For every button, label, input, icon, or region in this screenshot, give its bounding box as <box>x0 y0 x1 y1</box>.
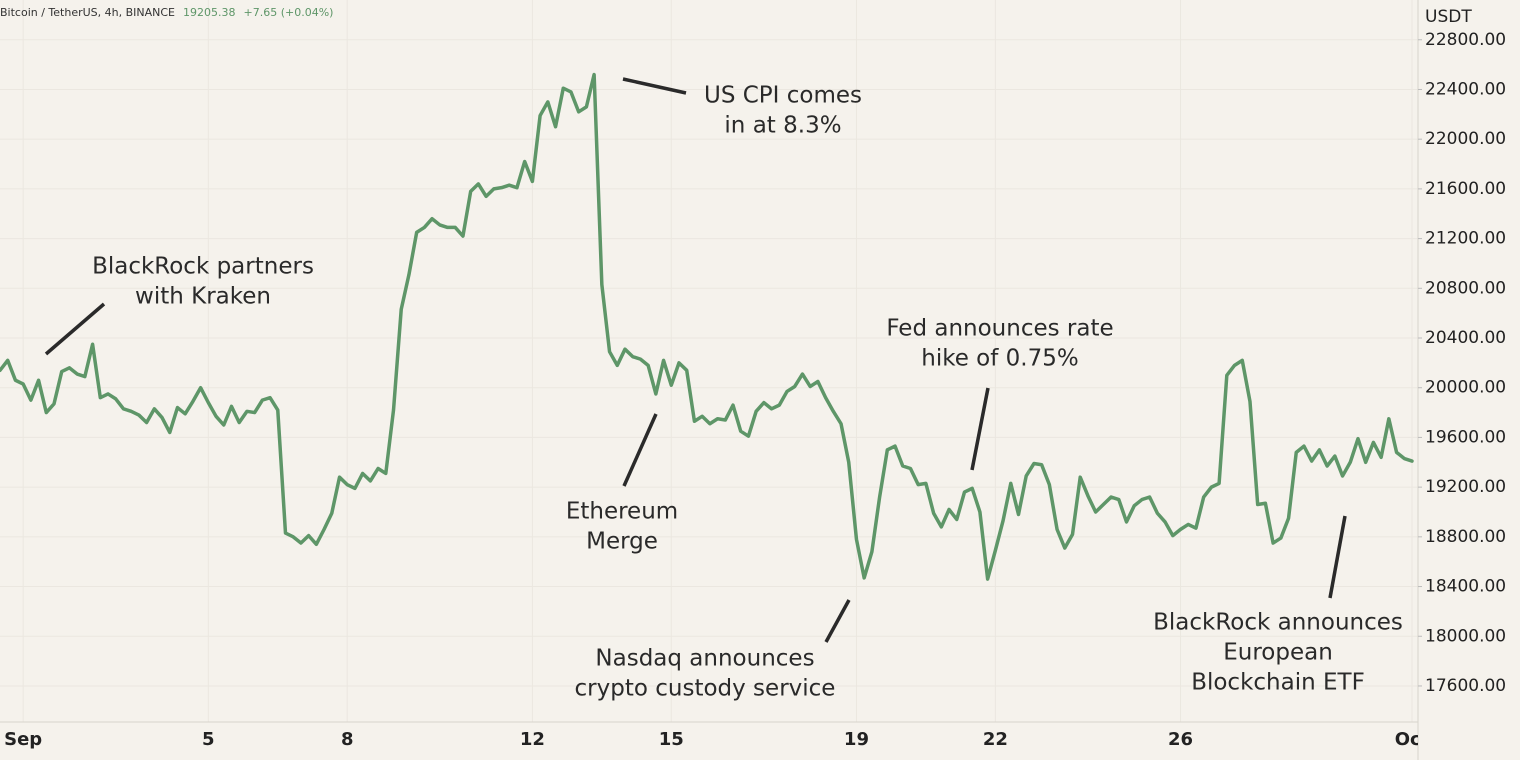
last-price: 19205.38 <box>183 6 236 19</box>
y-tick-label: 22400.00 <box>1425 79 1506 99</box>
y-tick-label: 22000.00 <box>1425 129 1506 149</box>
plot-area <box>0 72 1414 581</box>
annotation-text: hike of 0.75% <box>921 346 1078 372</box>
y-tick-label: 19600.00 <box>1425 427 1506 447</box>
y-tick-label: 19200.00 <box>1425 477 1506 497</box>
annotations: BlackRock partners with Kraken US CPI come… <box>44 77 1403 702</box>
x-tick-label: Oct <box>1395 729 1430 750</box>
annotation-text: crypto custody service <box>575 676 836 702</box>
y-axis: 17600.00 18000.00 18400.00 18800.00 19200.00… <box>1418 30 1506 696</box>
x-tick-label: 15 <box>659 729 684 750</box>
annotation-leader <box>622 413 658 487</box>
annotation-text: in at 8.3% <box>724 113 841 139</box>
symbol-title: Bitcoin / TetherUS, 4h, BINANCE <box>0 6 175 19</box>
y-axis-unit: USDT <box>1425 7 1472 27</box>
annotation-leader <box>824 599 851 643</box>
y-tick-label: 20400.00 <box>1425 328 1506 348</box>
y-tick-label: 18000.00 <box>1425 626 1506 646</box>
y-tick-label: 21200.00 <box>1425 229 1506 249</box>
annotation-leader <box>1328 515 1347 599</box>
x-tick-label: 12 <box>520 729 545 750</box>
y-tick-label: 17600.00 <box>1425 676 1506 696</box>
x-tick-label: 26 <box>1168 729 1193 750</box>
annotation-text: Nasdaq announces <box>595 646 814 672</box>
header: Bitcoin / TetherUS, 4h, BINANCE 19205.38 +… <box>0 6 333 19</box>
x-tick-label: Sep <box>4 729 42 750</box>
price-line <box>0 72 1414 581</box>
annotation-text: Ethereum <box>566 499 678 525</box>
y-tick-label: 21600.00 <box>1425 179 1506 199</box>
y-tick-label: 20800.00 <box>1425 278 1506 298</box>
x-tick-label: 5 <box>202 729 215 750</box>
x-tick-label: 19 <box>844 729 869 750</box>
annotation-text: BlackRock announces <box>1153 610 1403 636</box>
x-axis: Sep 5 8 12 15 19 22 26 Oct <box>4 729 1430 750</box>
y-tick-label: 18400.00 <box>1425 577 1506 597</box>
price-change: +7.65 (+0.04%) <box>244 6 334 19</box>
annotation-text: Blockchain ETF <box>1191 670 1365 696</box>
annotation-leader <box>622 77 687 95</box>
x-tick-label: 22 <box>983 729 1008 750</box>
annotation-text: US CPI comes <box>704 83 862 109</box>
y-tick-label: 20000.00 <box>1425 378 1506 398</box>
annotation-text: with Kraken <box>135 284 271 310</box>
annotation-leader <box>44 302 106 356</box>
annotation-text: BlackRock partners <box>92 254 314 280</box>
annotation-text: Fed announces rate <box>886 316 1113 342</box>
annotation-text: Merge <box>586 529 658 555</box>
annotation-leader <box>970 387 990 471</box>
y-tick-label: 18800.00 <box>1425 527 1506 547</box>
grid <box>0 0 1418 722</box>
x-tick-label: 8 <box>341 729 354 750</box>
y-tick-label: 22800.00 <box>1425 30 1506 50</box>
annotation-text: European <box>1223 640 1333 666</box>
